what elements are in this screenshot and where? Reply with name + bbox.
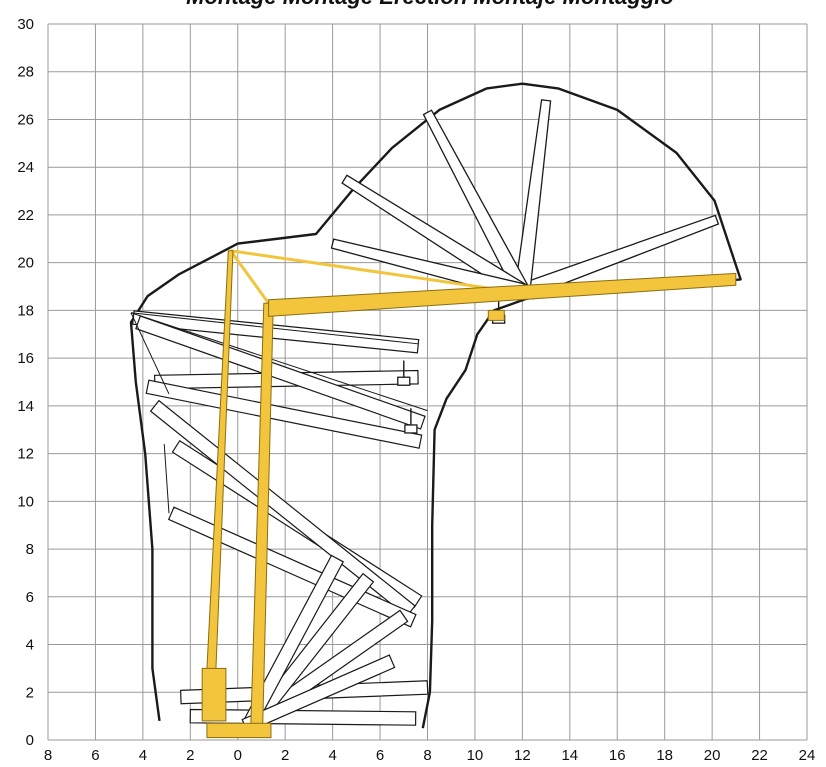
y-tick-label: 10	[17, 493, 34, 510]
x-tick-label: 20	[704, 747, 721, 764]
pendant-line	[230, 249, 511, 293]
y-tick-label: 8	[26, 541, 34, 558]
trolley-hook	[487, 309, 505, 321]
diagram-title: Montage Montage Erection Montaje Montagg…	[186, 0, 674, 9]
crane-base	[206, 722, 272, 739]
hook-block	[404, 424, 418, 434]
x-tick-label: 14	[561, 747, 578, 764]
y-tick-label: 22	[17, 207, 34, 224]
x-tick-label: 4	[328, 747, 336, 764]
y-tick-label: 30	[17, 16, 34, 33]
x-tick-label: 22	[751, 747, 768, 764]
x-tick-label: 8	[44, 747, 52, 764]
x-tick-label: 12	[514, 747, 531, 764]
erection-stage-positions	[130, 99, 720, 733]
x-tick-label: 24	[799, 747, 816, 764]
y-tick-label: 18	[17, 302, 34, 319]
x-tick-label: 2	[186, 747, 194, 764]
swept-envelope	[129, 82, 742, 729]
y-tick-label: 26	[17, 111, 34, 128]
x-tick-label: 0	[234, 747, 242, 764]
x-tick-label: 18	[656, 747, 673, 764]
y-tick-label: 20	[17, 255, 34, 272]
x-tick-label: 2	[281, 747, 289, 764]
y-tick-label: 24	[17, 159, 34, 176]
y-tick-label: 12	[17, 446, 34, 463]
x-tick-label: 16	[609, 747, 626, 764]
y-tick-label: 16	[17, 350, 34, 367]
grid	[47, 23, 808, 741]
boom-stage	[145, 379, 423, 449]
x-tick-label: 6	[376, 747, 384, 764]
x-tick-label: 4	[139, 747, 147, 764]
envelope-outline	[129, 82, 742, 729]
x-tick-label: 10	[467, 747, 484, 764]
tie-line	[130, 312, 170, 395]
y-tick-label: 0	[26, 732, 34, 749]
x-tick-label: 6	[91, 747, 99, 764]
tie-line	[130, 312, 428, 412]
counterweight	[201, 667, 227, 722]
x-axis-ticks: 8 6 4 2 0 2 4 6 8 10 12 14 16 18 20 22 24	[44, 747, 816, 764]
y-tick-label: 4	[26, 637, 34, 654]
y-tick-label: 14	[17, 398, 34, 415]
hook-block	[397, 376, 411, 386]
y-tick-label: 6	[26, 589, 34, 606]
x-tick-label: 8	[423, 747, 431, 764]
boom-stage	[132, 310, 420, 354]
y-tick-label: 28	[17, 64, 34, 81]
pendant-line	[229, 249, 270, 305]
tie-line	[130, 312, 419, 345]
jib	[268, 272, 737, 317]
boom-stage	[135, 315, 426, 430]
y-tick-label: 2	[26, 684, 34, 701]
crane-final-position	[201, 249, 737, 739]
tie-line	[163, 444, 170, 514]
